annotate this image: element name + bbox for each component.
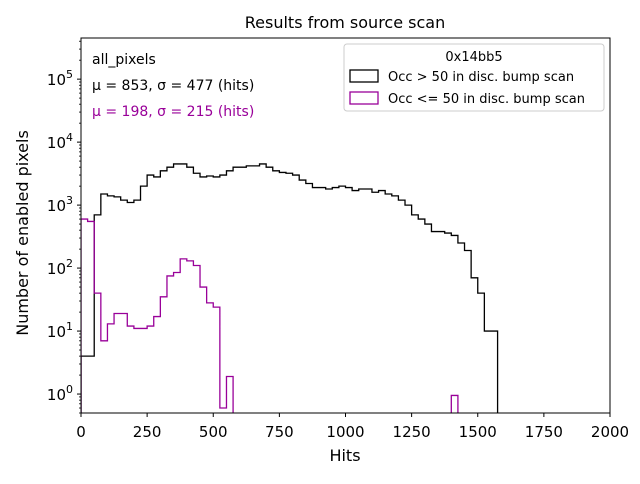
y-tick-label: 105 (47, 68, 73, 89)
annotation-layer: all_pixels μ = 853, σ = 477 (hits) μ = 198… (92, 52, 254, 120)
series-2-step-line (81, 218, 459, 413)
y-tick-label: 103 (47, 194, 73, 215)
x-tick-label: 1500 (459, 423, 497, 441)
plot-clipped (81, 163, 499, 413)
legend-title: 0x14bb5 (445, 50, 502, 65)
y-tick-label: 100 (47, 383, 73, 404)
x-tick-label: 1750 (525, 423, 563, 441)
y-axis-label: Number of enabled pixels (13, 130, 32, 336)
legend: 0x14bb5 Occ > 50 in disc. bump scan Occ <=… (343, 43, 605, 112)
x-tick-label: 0 (76, 423, 86, 441)
series-1 (81, 163, 499, 413)
y-tick-label: 101 (47, 320, 73, 341)
x-tick-label: 250 (133, 423, 162, 441)
legend-swatch-2 (349, 91, 379, 105)
x-axis-label: Hits (329, 446, 360, 465)
x-tick-label: 500 (199, 423, 228, 441)
annotation-text: all_pixels (92, 52, 156, 68)
series-1-step-line (81, 163, 499, 413)
x-tick-label: 2000 (591, 423, 629, 441)
annotation-text: μ = 853, σ = 477 (hits) (92, 78, 254, 94)
series-2 (81, 218, 459, 413)
annotation-text: μ = 198, σ = 215 (hits) (92, 104, 254, 120)
x-tick-label: 1250 (393, 423, 431, 441)
plot-layer (81, 163, 499, 413)
x-tick-label: 1000 (326, 423, 364, 441)
legend-label-1: Occ > 50 in disc. bump scan (388, 70, 574, 85)
legend-label-2: Occ <= 50 in disc. bump scan (388, 92, 585, 107)
axes-layer: 0 250 500 750 1000 1250 1500 1750 2000 100 101 102 1… (47, 37, 629, 441)
y-tick-label: 102 (47, 257, 73, 278)
legend-box (343, 43, 605, 112)
legend-swatch-1 (349, 69, 379, 83)
y-tick-label: 104 (47, 131, 73, 152)
x-tick-label: 750 (265, 423, 294, 441)
chart-title: Results from source scan (245, 13, 445, 32)
